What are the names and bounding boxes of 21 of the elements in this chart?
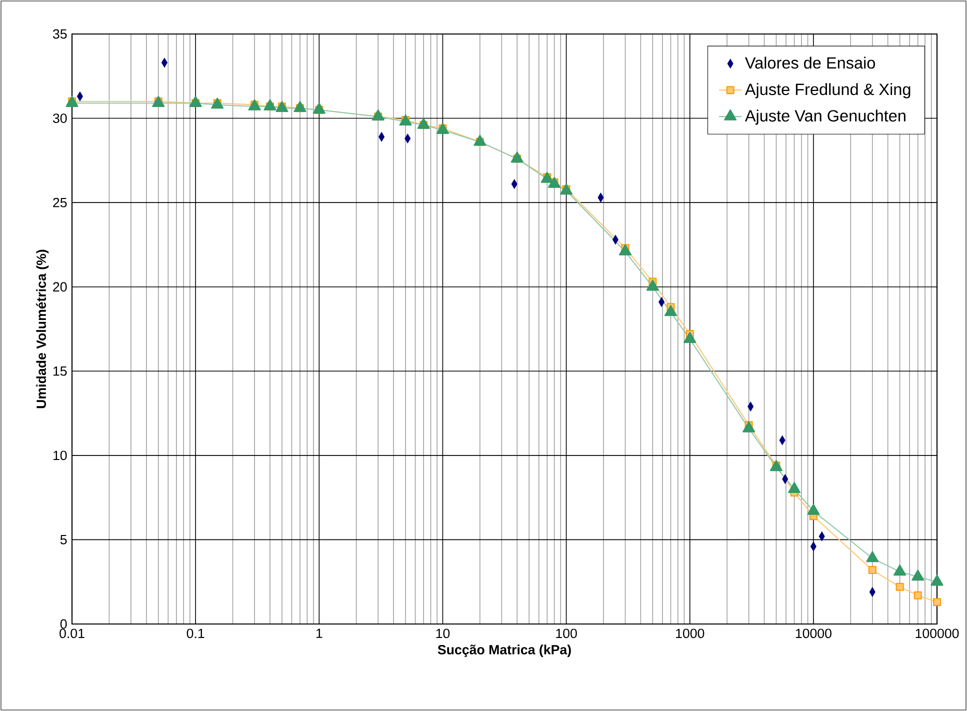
x-tick-label: 0.01: [60, 628, 84, 638]
legend-label: Valores de Ensaio: [744, 56, 876, 69]
x-tick-label: 0.1: [186, 628, 204, 638]
x-tick-label: 1000: [676, 628, 704, 638]
x-tick-label: 10: [436, 628, 450, 638]
y-tick-label: 15: [53, 366, 67, 376]
legend-label: Ajuste Fredlund & Xing: [744, 83, 910, 98]
y-tick-label: 5: [60, 535, 67, 544]
y-tick-label: 0: [60, 619, 67, 629]
legend-label: Ajuste Van Genuchten: [744, 110, 906, 125]
x-tick-label: 100: [556, 628, 577, 638]
y-tick-label: 25: [53, 198, 67, 208]
x-tick-label: 100000: [916, 628, 959, 638]
y-tick-label: 30: [52, 114, 67, 123]
y-axis-title: Umidade Volumétrica (%): [36, 250, 49, 408]
y-tick-label: 20: [53, 282, 67, 292]
x-axis-title: Sucção Matrica (kPa): [438, 644, 571, 658]
y-tick-label: 10: [53, 450, 67, 460]
y-tick-label: 35: [52, 29, 67, 39]
x-tick-label: 1: [316, 628, 322, 638]
x-tick-label: 10000: [796, 628, 832, 638]
